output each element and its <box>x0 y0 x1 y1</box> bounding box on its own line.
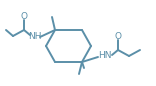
Text: O: O <box>115 31 122 41</box>
Text: NH: NH <box>28 31 42 41</box>
Text: HN: HN <box>98 52 112 60</box>
Text: O: O <box>20 12 27 20</box>
